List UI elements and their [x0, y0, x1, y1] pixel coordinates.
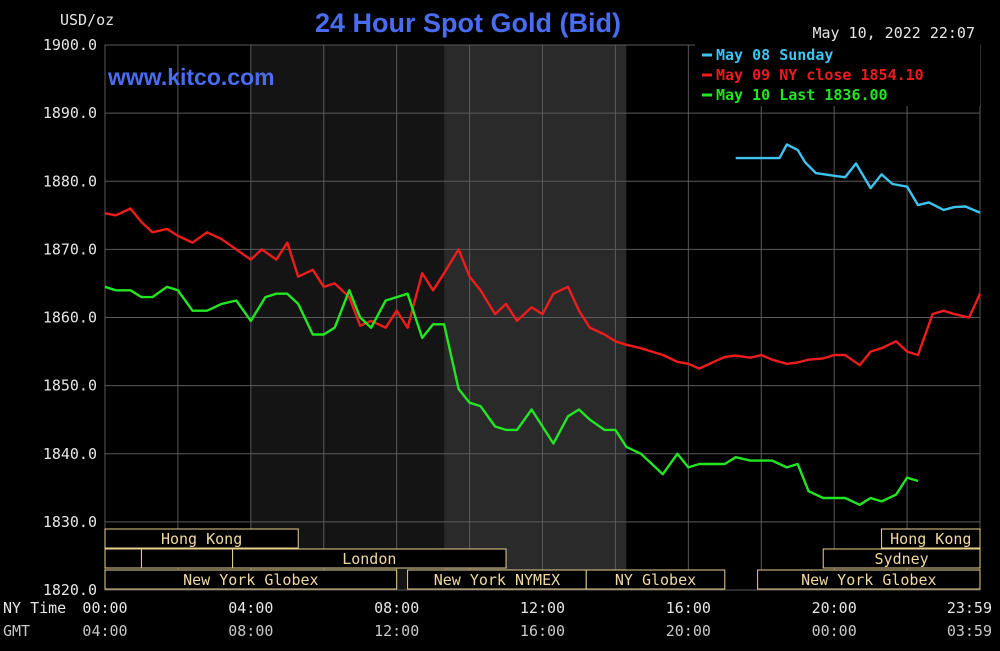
session-label-5: New York NYMEX [434, 571, 560, 589]
x-tick-1-1: 08:00 [228, 622, 273, 640]
x-tick-0-0: 00:00 [82, 599, 127, 617]
x-tick-1-6: 03:59 [947, 622, 992, 640]
session-box-3 [232, 548, 507, 569]
y-tick-6: 1840.0 [43, 445, 97, 463]
session-box-6 [585, 569, 726, 590]
x-tick-0-5: 20:00 [812, 599, 857, 617]
series-line-2 [104, 285, 919, 506]
session-box-4 [104, 569, 398, 590]
axes: 1900.0 1890.0 1880.0 1870.0 1860.0 1850.0 1840… [3, 36, 992, 640]
session-label-9: New York Globex [801, 571, 936, 589]
y-tick-8: 1820.0 [43, 581, 97, 599]
y-tick-7: 1830.0 [43, 513, 97, 531]
x-tick-0-1: 04:00 [228, 599, 273, 617]
session-box-8 [822, 548, 981, 569]
session-box-7 [881, 528, 981, 549]
x-tick-0-4: 16:00 [666, 599, 711, 617]
x-tick-1-4: 20:00 [666, 622, 711, 640]
series-line-0 [735, 143, 981, 214]
y-tick-4: 1860.0 [43, 309, 97, 327]
session-label-3: London [342, 550, 396, 568]
session-label-4: New York Globex [183, 571, 318, 589]
chart-title: 24 Hour Spot Gold (Bid) [315, 8, 621, 38]
session-label-8: Sydney [875, 550, 929, 568]
x-tick-1-5: 00:00 [812, 622, 857, 640]
x-tick-0-2: 08:00 [374, 599, 419, 617]
y-tick-2: 1880.0 [43, 172, 97, 190]
x-tick-0-6: 23:59 [947, 599, 992, 617]
y-tick-1: 1890.0 [43, 104, 97, 122]
legend: May 08 Sunday May 09 NY close 1854.10 May … [695, 44, 980, 106]
y-tick-0: 1900.0 [43, 36, 97, 54]
series-lines [104, 143, 982, 506]
trading-sessions: Hong Kong London New York Globex New York N… [104, 528, 981, 590]
x-row-label-1: GMT [3, 622, 30, 640]
series-line-1 [104, 207, 982, 370]
session-box-9 [757, 569, 981, 590]
session-box-2 [140, 548, 234, 569]
plot-border [104, 44, 981, 591]
y-tick-5: 1850.0 [43, 377, 97, 395]
x-tick-1-2: 12:00 [374, 622, 419, 640]
x-tick-0-3: 12:00 [520, 599, 565, 617]
legend-entry-2: May 10 Last 1836.00 [716, 86, 888, 104]
x-tick-1-0: 04:00 [82, 622, 127, 640]
legend-entry-1: May 09 NY close 1854.10 [716, 66, 924, 84]
timestamp: May 10, 2022 22:07 [812, 24, 975, 42]
session-box-1 [104, 548, 142, 569]
x-row-label-0: NY Time [3, 599, 66, 617]
session-label-7: Hong Kong [890, 530, 971, 548]
session-box-0 [104, 528, 299, 549]
website-label: www.kitco.com [107, 64, 275, 90]
session-label-6: NY Globex [615, 571, 696, 589]
session-label-0: Hong Kong [161, 530, 242, 548]
x-tick-1-3: 16:00 [520, 622, 565, 640]
y-axis-unit: USD/oz [60, 11, 114, 29]
legend-entry-0: May 08 Sunday [716, 46, 833, 64]
legend-box [695, 44, 980, 106]
y-tick-3: 1870.0 [43, 240, 97, 258]
